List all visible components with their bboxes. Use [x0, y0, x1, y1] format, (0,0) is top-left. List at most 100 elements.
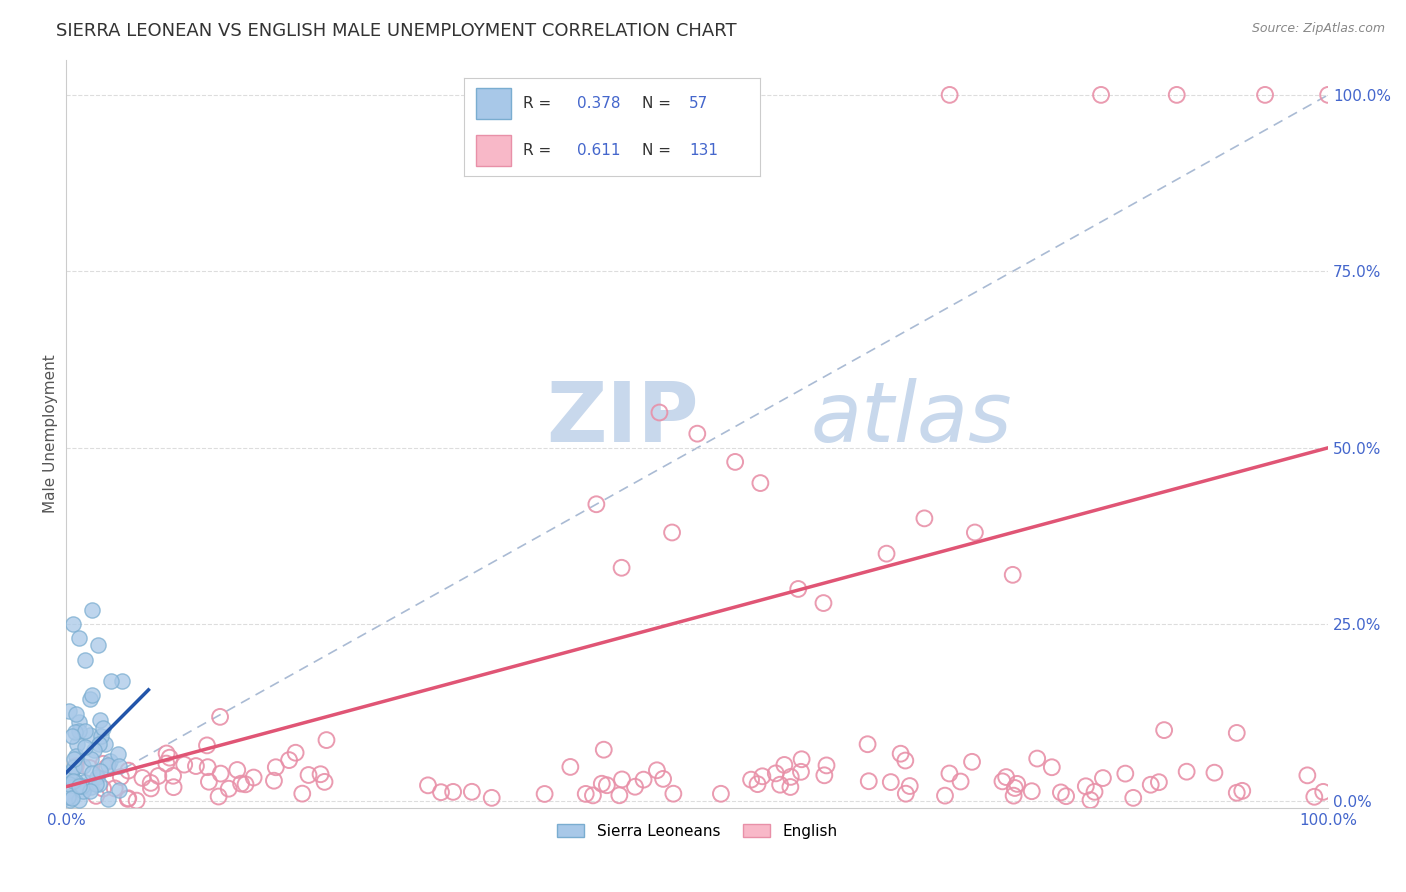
- Point: [56, 789, 79, 804]
- Point: [876, 547, 898, 561]
- Point: [229, 777, 252, 791]
- Point: [1026, 751, 1049, 765]
- Point: [67, 792, 90, 806]
- Point: [91, 781, 114, 796]
- Point: [155, 747, 177, 761]
- Point: [1114, 766, 1136, 780]
- Point: [880, 775, 903, 789]
- Point: [242, 771, 264, 785]
- Point: [1226, 786, 1249, 800]
- Point: [949, 774, 972, 789]
- Point: [751, 769, 773, 783]
- Point: [100, 755, 122, 769]
- Point: [686, 426, 709, 441]
- Point: [481, 790, 503, 805]
- Point: [59, 793, 82, 807]
- Point: [87, 639, 110, 653]
- Point: [592, 742, 614, 756]
- Point: [416, 778, 439, 792]
- Point: [72, 783, 94, 797]
- Point: [67, 724, 90, 739]
- Point: [100, 673, 122, 688]
- Point: [148, 769, 170, 783]
- Point: [890, 747, 912, 761]
- Point: [93, 756, 115, 771]
- Point: [65, 748, 87, 763]
- Point: [63, 773, 86, 788]
- Point: [1317, 87, 1340, 102]
- Point: [117, 791, 139, 805]
- Point: [560, 760, 582, 774]
- Point: [62, 752, 84, 766]
- Point: [790, 752, 813, 766]
- Point: [938, 87, 960, 102]
- Point: [197, 760, 219, 774]
- Point: [58, 776, 80, 790]
- Point: [912, 511, 935, 525]
- Point: [67, 715, 90, 730]
- Point: [1040, 760, 1063, 774]
- Point: [184, 759, 207, 773]
- Point: [461, 785, 484, 799]
- Point: [1083, 785, 1105, 799]
- Point: [139, 781, 162, 796]
- Point: [765, 766, 787, 780]
- Point: [110, 673, 132, 688]
- Point: [67, 632, 90, 646]
- Point: [1153, 723, 1175, 738]
- Point: [263, 773, 285, 788]
- Point: [533, 787, 555, 801]
- Point: [75, 723, 97, 738]
- Point: [91, 721, 114, 735]
- Point: [291, 787, 314, 801]
- Point: [89, 777, 111, 791]
- Point: [80, 688, 103, 702]
- Point: [995, 770, 1018, 784]
- Point: [89, 713, 111, 727]
- Point: [162, 780, 184, 794]
- Point: [790, 764, 813, 779]
- Point: [278, 753, 301, 767]
- Point: [430, 785, 453, 799]
- Point: [813, 596, 835, 610]
- Point: [1122, 790, 1144, 805]
- Point: [1021, 784, 1043, 798]
- Point: [79, 728, 101, 742]
- Point: [1254, 87, 1277, 102]
- Point: [75, 652, 97, 666]
- Text: SIERRA LEONEAN VS ENGLISH MALE UNEMPLOYMENT CORRELATION CHART: SIERRA LEONEAN VS ENGLISH MALE UNEMPLOYM…: [56, 22, 737, 40]
- Point: [79, 761, 101, 775]
- Point: [645, 764, 668, 778]
- Point: [117, 764, 139, 778]
- Point: [70, 779, 93, 793]
- Point: [813, 768, 835, 782]
- Point: [610, 561, 633, 575]
- Point: [1204, 765, 1226, 780]
- Point: [73, 780, 96, 794]
- Point: [162, 769, 184, 783]
- Text: atlas: atlas: [811, 378, 1012, 459]
- Point: [1054, 789, 1077, 804]
- Point: [60, 791, 83, 805]
- Point: [159, 750, 181, 764]
- Point: [815, 758, 838, 772]
- Point: [86, 770, 108, 784]
- Point: [84, 777, 107, 791]
- Point: [898, 779, 921, 793]
- Point: [309, 767, 332, 781]
- Point: [661, 525, 683, 540]
- Point: [107, 747, 129, 761]
- Point: [894, 787, 917, 801]
- Point: [108, 759, 131, 773]
- Point: [93, 737, 115, 751]
- Point: [1175, 764, 1198, 779]
- Point: [779, 780, 801, 794]
- Point: [58, 704, 80, 718]
- Point: [65, 738, 87, 752]
- Point: [209, 710, 232, 724]
- Point: [90, 729, 112, 743]
- Point: [62, 617, 84, 632]
- Point: [84, 789, 107, 803]
- Point: [960, 755, 983, 769]
- Point: [749, 476, 772, 491]
